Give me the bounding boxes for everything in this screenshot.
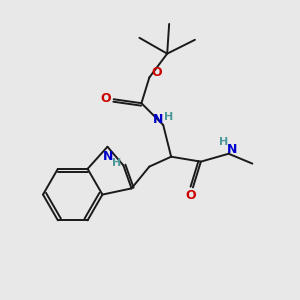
Text: O: O (100, 92, 111, 105)
Text: N: N (153, 112, 164, 126)
Text: H: H (219, 137, 228, 147)
Text: O: O (151, 66, 162, 79)
Text: H: H (164, 112, 173, 122)
Text: N: N (226, 143, 237, 156)
Text: N: N (103, 150, 114, 163)
Text: O: O (186, 189, 196, 202)
Text: H: H (112, 158, 121, 168)
